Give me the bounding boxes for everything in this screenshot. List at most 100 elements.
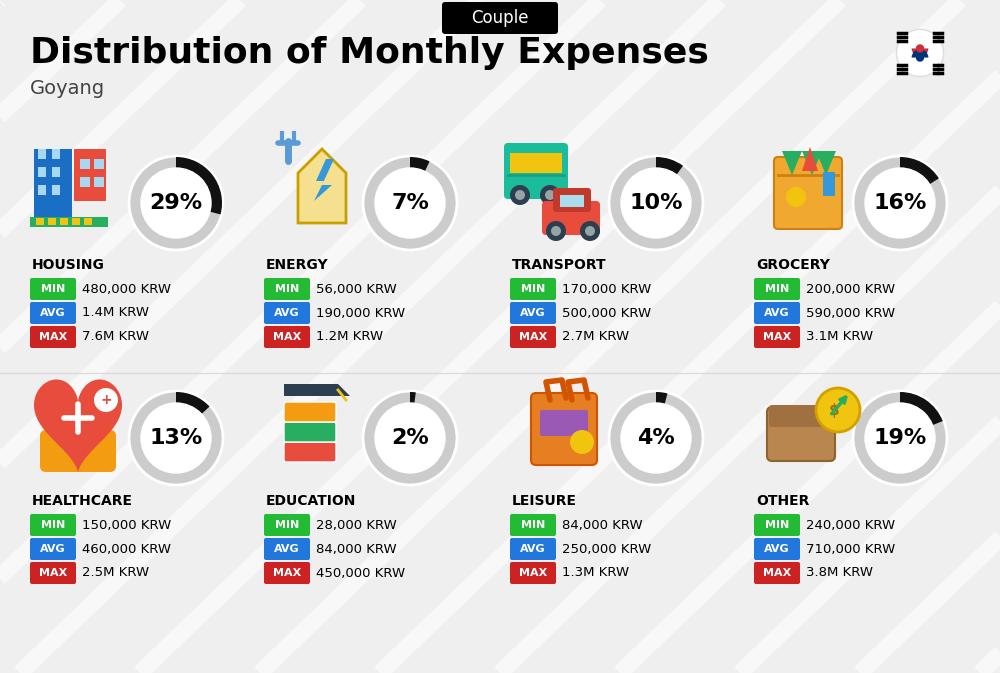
Text: 2.7M KRW: 2.7M KRW [562, 330, 629, 343]
Wedge shape [364, 157, 456, 249]
FancyBboxPatch shape [30, 514, 76, 536]
Text: HEALTHCARE: HEALTHCARE [32, 494, 133, 508]
Text: 84,000 KRW: 84,000 KRW [562, 518, 643, 532]
FancyBboxPatch shape [94, 159, 104, 169]
Circle shape [551, 226, 561, 236]
Polygon shape [782, 151, 802, 175]
FancyBboxPatch shape [30, 278, 76, 300]
FancyBboxPatch shape [510, 538, 556, 560]
Text: 480,000 KRW: 480,000 KRW [82, 283, 171, 295]
Text: OTHER: OTHER [756, 494, 809, 508]
Wedge shape [364, 392, 456, 484]
FancyBboxPatch shape [48, 218, 56, 225]
Text: EDUCATION: EDUCATION [266, 494, 356, 508]
FancyBboxPatch shape [442, 2, 558, 34]
Text: $: $ [829, 402, 839, 417]
Polygon shape [802, 147, 818, 171]
Circle shape [621, 168, 691, 238]
Circle shape [896, 30, 944, 77]
Polygon shape [802, 151, 822, 175]
FancyBboxPatch shape [754, 278, 800, 300]
FancyBboxPatch shape [264, 514, 310, 536]
Text: 1.4M KRW: 1.4M KRW [82, 306, 149, 320]
Circle shape [816, 388, 860, 432]
Text: AVG: AVG [40, 544, 66, 554]
Text: MAX: MAX [763, 568, 791, 578]
Text: 190,000 KRW: 190,000 KRW [316, 306, 405, 320]
FancyBboxPatch shape [80, 159, 90, 169]
Text: 19%: 19% [873, 428, 927, 448]
Text: 170,000 KRW: 170,000 KRW [562, 283, 651, 295]
FancyBboxPatch shape [542, 201, 600, 235]
Circle shape [916, 44, 924, 52]
Text: 240,000 KRW: 240,000 KRW [806, 518, 895, 532]
Polygon shape [298, 149, 346, 223]
FancyBboxPatch shape [754, 538, 800, 560]
FancyBboxPatch shape [531, 393, 597, 465]
Text: MAX: MAX [763, 332, 791, 342]
Wedge shape [656, 392, 667, 404]
Text: 710,000 KRW: 710,000 KRW [806, 542, 895, 555]
Polygon shape [290, 384, 350, 396]
FancyBboxPatch shape [52, 185, 60, 195]
FancyBboxPatch shape [510, 326, 556, 348]
FancyBboxPatch shape [264, 278, 310, 300]
Text: MIN: MIN [41, 520, 65, 530]
Circle shape [515, 190, 525, 200]
Text: GROCERY: GROCERY [756, 258, 830, 272]
Text: 16%: 16% [873, 193, 927, 213]
Circle shape [570, 430, 594, 454]
FancyBboxPatch shape [510, 278, 556, 300]
Text: AVG: AVG [274, 544, 300, 554]
Text: 2%: 2% [391, 428, 429, 448]
Text: MAX: MAX [273, 332, 301, 342]
FancyBboxPatch shape [264, 538, 310, 560]
FancyBboxPatch shape [30, 217, 108, 227]
Circle shape [540, 185, 560, 205]
Circle shape [141, 403, 211, 473]
FancyBboxPatch shape [38, 167, 46, 177]
Text: MIN: MIN [521, 520, 545, 530]
FancyBboxPatch shape [80, 177, 90, 187]
FancyBboxPatch shape [30, 538, 76, 560]
FancyBboxPatch shape [74, 149, 106, 201]
FancyBboxPatch shape [754, 514, 800, 536]
FancyBboxPatch shape [510, 514, 556, 536]
FancyBboxPatch shape [553, 188, 591, 212]
Text: MIN: MIN [275, 284, 299, 294]
FancyBboxPatch shape [72, 218, 80, 225]
Circle shape [545, 190, 555, 200]
FancyBboxPatch shape [754, 562, 800, 584]
FancyBboxPatch shape [52, 149, 60, 159]
Wedge shape [130, 392, 222, 484]
Text: ENERGY: ENERGY [266, 258, 329, 272]
Text: 250,000 KRW: 250,000 KRW [562, 542, 651, 555]
Wedge shape [130, 157, 222, 249]
Text: AVG: AVG [40, 308, 66, 318]
FancyBboxPatch shape [560, 195, 584, 207]
FancyBboxPatch shape [767, 407, 835, 461]
FancyBboxPatch shape [264, 562, 310, 584]
Text: MAX: MAX [273, 568, 301, 578]
Text: 13%: 13% [149, 428, 203, 448]
Circle shape [865, 403, 935, 473]
FancyBboxPatch shape [284, 402, 336, 422]
Text: Distribution of Monthly Expenses: Distribution of Monthly Expenses [30, 36, 709, 70]
FancyBboxPatch shape [40, 430, 116, 472]
Text: HOUSING: HOUSING [32, 258, 105, 272]
Text: 4%: 4% [637, 428, 675, 448]
Wedge shape [410, 392, 416, 403]
Polygon shape [34, 380, 122, 473]
Wedge shape [656, 157, 683, 175]
Wedge shape [610, 392, 702, 484]
FancyBboxPatch shape [284, 422, 336, 442]
Text: +: + [100, 393, 112, 407]
Text: LEISURE: LEISURE [512, 494, 577, 508]
Text: 84,000 KRW: 84,000 KRW [316, 542, 397, 555]
Wedge shape [410, 157, 430, 172]
Text: 28,000 KRW: 28,000 KRW [316, 518, 397, 532]
Text: MIN: MIN [765, 520, 789, 530]
Text: Couple: Couple [471, 9, 529, 27]
Circle shape [916, 53, 924, 62]
Text: 7%: 7% [391, 193, 429, 213]
